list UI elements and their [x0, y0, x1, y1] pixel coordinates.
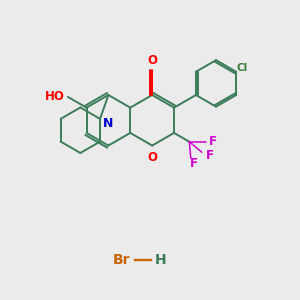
- Text: F: F: [209, 135, 217, 148]
- Text: Cl: Cl: [237, 63, 248, 73]
- Text: F: F: [190, 157, 198, 170]
- Text: H: H: [154, 253, 166, 267]
- Text: O: O: [147, 54, 157, 68]
- Text: F: F: [206, 149, 213, 162]
- Text: N: N: [102, 117, 113, 130]
- Text: O: O: [147, 151, 157, 164]
- Text: Br: Br: [113, 253, 131, 267]
- Text: HO: HO: [44, 90, 64, 104]
